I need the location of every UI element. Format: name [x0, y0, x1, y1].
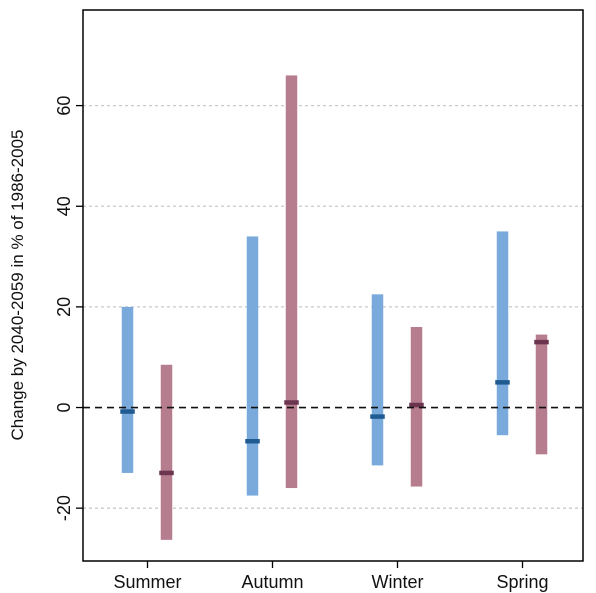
plot-frame — [82, 9, 584, 562]
y-tick-label: 40 — [54, 196, 74, 216]
range-bar — [246, 236, 259, 496]
y-tick-label: 20 — [54, 297, 74, 317]
x-axis-ticks: Summer Autumn Winter Spring — [113, 561, 549, 592]
median-marker — [495, 380, 510, 385]
range-bar — [160, 364, 173, 540]
range-bar — [496, 231, 509, 436]
y-tick-label: 0 — [54, 403, 74, 413]
range-bar — [121, 306, 134, 473]
range-bar — [285, 75, 298, 489]
range-bar — [371, 294, 384, 466]
range-bar — [535, 334, 548, 455]
y-tick-label: 60 — [54, 96, 74, 116]
y-axis-ticks: -20 0 20 40 60 — [54, 96, 83, 521]
median-marker — [120, 409, 135, 414]
x-tick-label: Autumn — [241, 572, 303, 592]
range-bars — [120, 75, 549, 540]
median-marker — [159, 470, 174, 476]
median-marker — [370, 414, 385, 419]
median-marker — [284, 400, 299, 405]
y-tick-label: -20 — [54, 495, 74, 521]
x-tick-label: Summer — [113, 572, 181, 592]
median-marker — [409, 402, 424, 408]
x-tick-label: Spring — [496, 572, 548, 592]
median-marker — [245, 438, 260, 444]
y-axis-label: Change by 2040-2059 in % of 1986-2005 — [8, 130, 27, 441]
x-tick-label: Winter — [371, 572, 423, 592]
median-marker — [534, 339, 549, 345]
